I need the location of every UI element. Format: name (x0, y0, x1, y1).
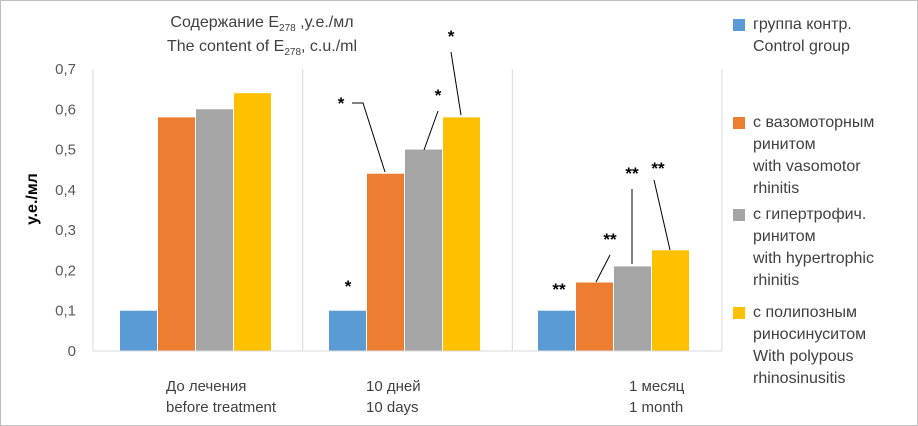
bar (158, 117, 195, 351)
x-category-label: До лечения before treatment (166, 378, 277, 416)
chart-title-ru: Содержание E278 ,у.е./мл (170, 14, 354, 35)
y-tick-label: 0,3 (55, 222, 76, 239)
legend-label: с гипертрофич. ринитом with hypertrophic rh… (753, 206, 874, 289)
x-category-label: 10 дней 10 days (366, 378, 421, 416)
significance-leader-line (423, 110, 439, 151)
bar (405, 149, 442, 351)
bar (538, 310, 575, 351)
x-category-label: 1 месяц 1 month (629, 378, 685, 416)
significance-leader-line (352, 102, 386, 173)
bar (329, 310, 366, 351)
legend-swatch (733, 117, 745, 129)
legend-label: с вазомоторным ринитом with vasomotor rhini… (753, 114, 875, 197)
y-tick-label: 0,1 (55, 303, 76, 320)
legend-swatch (733, 307, 745, 319)
significance-marker: * (448, 27, 455, 46)
significance-marker: ** (651, 159, 665, 178)
significance-marker: * (435, 86, 442, 105)
y-tick-label: 0,4 (55, 182, 76, 199)
bar (367, 173, 404, 351)
significance-leader-line (653, 179, 671, 251)
significance-marker: * (338, 94, 345, 113)
bar (443, 117, 480, 351)
legend-label: с полипозным риносинуситом With polypous rh… (753, 304, 867, 387)
y-tick-label: 0,7 (55, 61, 76, 78)
y-tick-label: 0,2 (55, 262, 76, 279)
significance-leader-line (595, 254, 611, 283)
bar (614, 266, 651, 351)
y-tick-label: 0,6 (55, 101, 76, 118)
legend-swatch (733, 19, 745, 31)
legend-swatch (733, 209, 745, 221)
y-tick-label: 0 (68, 343, 76, 360)
bar (120, 310, 157, 351)
legend-label: группа контр. Control group (753, 16, 852, 55)
bar (652, 250, 689, 351)
significance-marker: ** (603, 230, 617, 249)
bar (576, 282, 613, 351)
significance-marker: * (345, 277, 352, 296)
chart-title-en: The content of E278, c.u./ml (166, 38, 358, 59)
significance-marker: ** (625, 164, 639, 183)
significance-leader-line (450, 51, 462, 116)
bar (196, 109, 233, 352)
bar (234, 93, 271, 352)
significance-marker: ** (552, 280, 566, 299)
y-tick-label: 0,5 (55, 142, 76, 159)
